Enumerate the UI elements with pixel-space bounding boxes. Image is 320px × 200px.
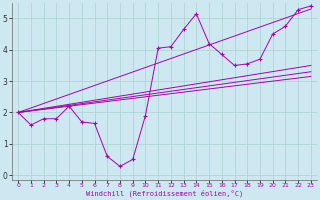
X-axis label: Windchill (Refroidissement éolien,°C): Windchill (Refroidissement éolien,°C) [86, 190, 243, 197]
